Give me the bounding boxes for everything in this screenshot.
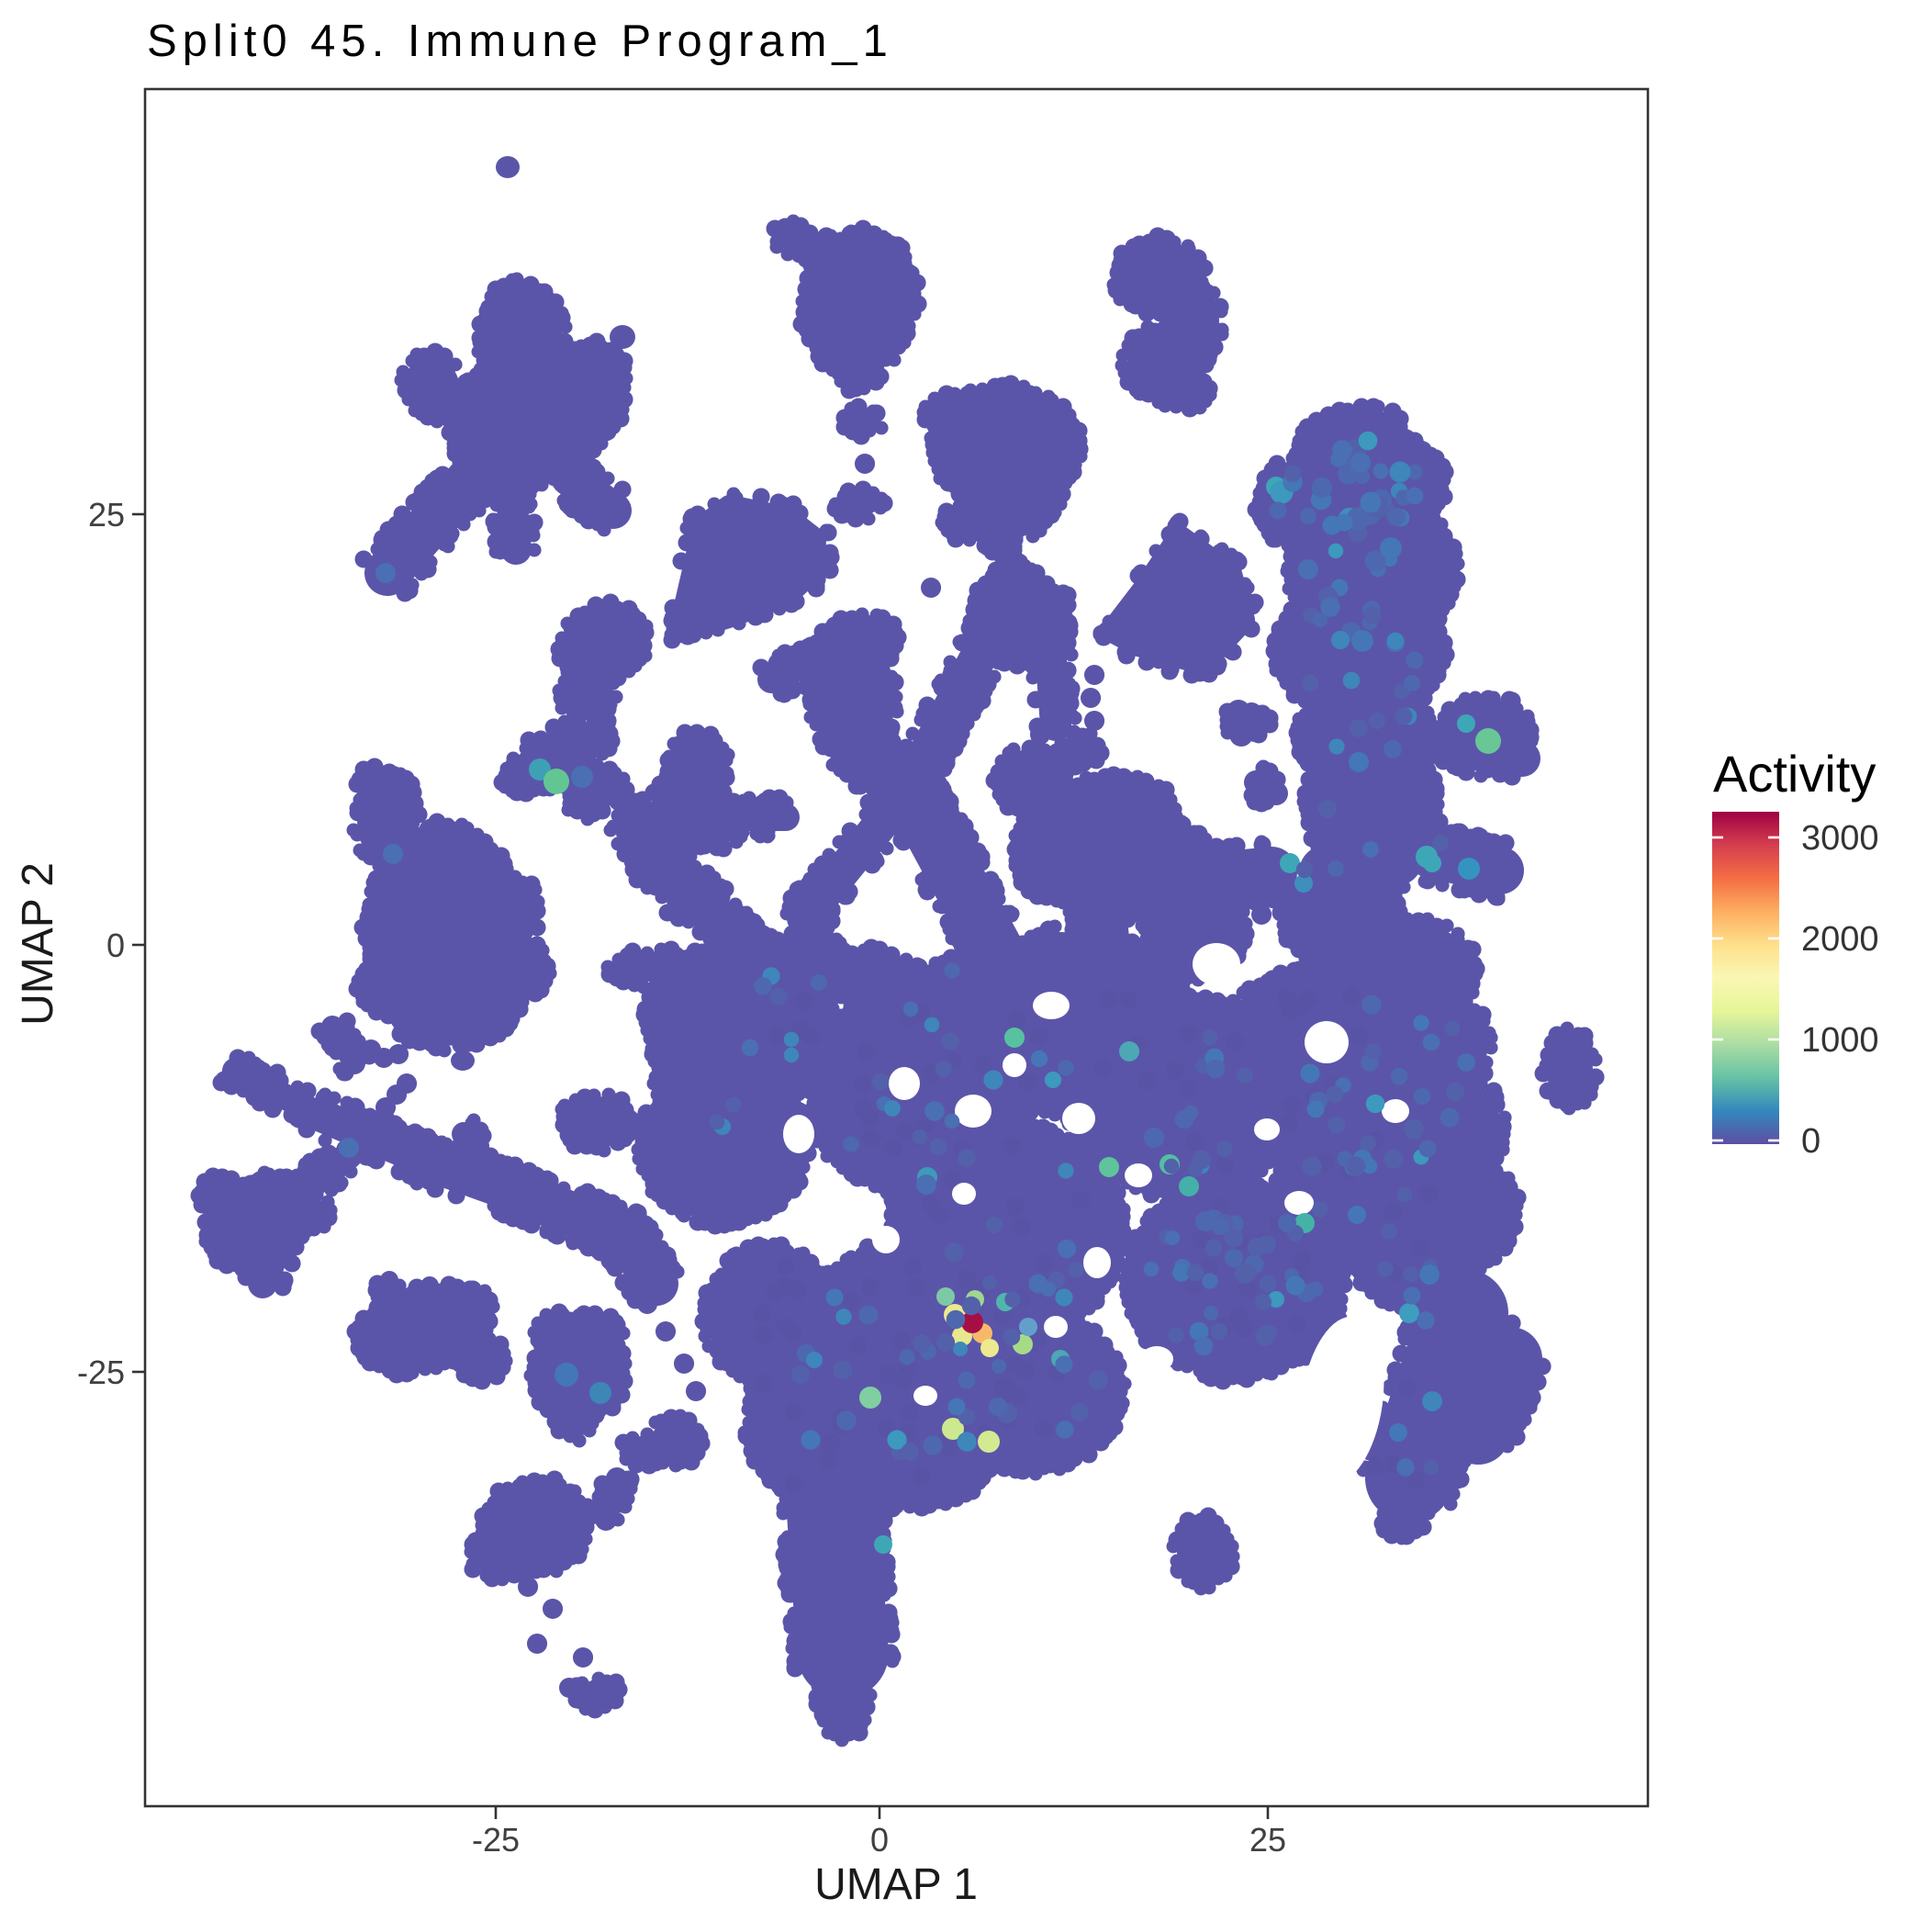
svg-text:0: 0: [1801, 1122, 1821, 1161]
svg-text:0: 0: [870, 1821, 889, 1859]
svg-text:25: 25: [1249, 1821, 1286, 1859]
svg-text:25: 25: [88, 496, 125, 534]
svg-text:-25: -25: [77, 1354, 125, 1391]
svg-text:0: 0: [106, 927, 125, 964]
svg-text:Split0 45. Immune Program_1: Split0 45. Immune Program_1: [147, 17, 893, 66]
svg-text:Activity: Activity: [1713, 745, 1876, 803]
svg-text:2000: 2000: [1801, 920, 1879, 959]
svg-text:3000: 3000: [1801, 819, 1879, 858]
svg-text:1000: 1000: [1801, 1021, 1879, 1060]
svg-text:UMAP 1: UMAP 1: [814, 1860, 978, 1909]
svg-text:UMAP 2: UMAP 2: [14, 862, 62, 1026]
svg-text:-25: -25: [472, 1821, 520, 1859]
